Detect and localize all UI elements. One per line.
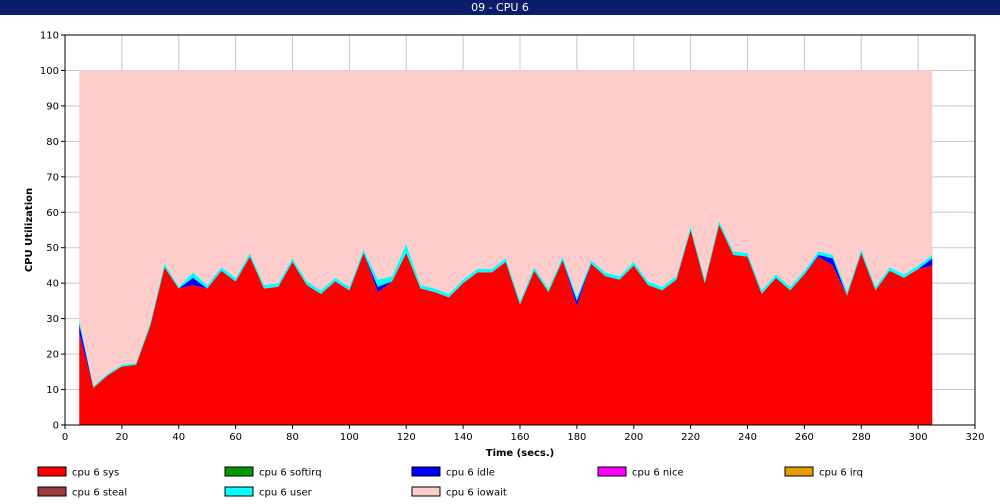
axis-ticks: 0 20 40 60 80 100 120 140 160 180 200 220 240 260 280 3… [40,31,985,444]
legend-swatch-4 [784,466,814,477]
legend-label-1: cpu 6 softirq [259,468,322,479]
y-tick-label-6: 60 [46,208,59,219]
x-tick-label-14: 280 [852,432,871,443]
legend-label-3: cpu 6 nice [632,468,684,479]
x-tick-label-16: 320 [965,432,984,443]
y-tick-label-9: 90 [46,101,59,112]
y-tick-label-7: 70 [46,172,59,183]
series-area-7 [79,70,933,386]
x-tick-label-0: 0 [62,432,68,443]
x-tick-label-8: 160 [510,432,529,443]
cpu-utilization-chart: 0 20 40 60 80 100 120 140 160 180 200 220 240 260 280 3… [24,31,985,499]
y-tick-label-1: 10 [46,385,59,396]
series-area-0 [79,224,933,425]
legend: cpu 6 sys cpu 6 softirq cpu 6 idle cpu 6 ni… [37,466,863,499]
y-tick-label-11: 110 [40,31,59,42]
x-tick-label-5: 100 [340,432,359,443]
x-tick-label-10: 200 [624,432,643,443]
legend-swatch-7 [411,486,441,497]
x-tick-label-2: 40 [172,432,185,443]
legend-label-4: cpu 6 irq [819,468,863,479]
legend-swatch-3 [597,466,627,477]
x-tick-label-11: 220 [681,432,700,443]
legend-label-2: cpu 6 idle [446,468,495,479]
legend-label-6: cpu 6 user [259,488,313,499]
y-axis-label: CPU Utilization [24,188,35,272]
x-tick-label-13: 260 [795,432,814,443]
y-tick-label-3: 30 [46,314,59,325]
y-tick-label-5: 50 [46,243,59,254]
legend-swatch-5 [37,486,67,497]
x-tick-label-7: 140 [454,432,473,443]
x-tick-label-12: 240 [738,432,757,443]
legend-label-5: cpu 6 steal [72,488,127,499]
legend-label-0: cpu 6 sys [72,468,119,479]
x-tick-label-4: 80 [286,432,299,443]
y-tick-label-4: 40 [46,279,59,290]
x-tick-label-15: 300 [909,432,928,443]
legend-swatch-6 [224,486,254,497]
y-tick-label-0: 0 [53,421,59,432]
legend-label-7: cpu 6 iowait [446,488,507,499]
x-tick-label-6: 120 [397,432,416,443]
legend-swatch-2 [411,466,441,477]
x-axis-label: Time (secs.) [486,448,555,459]
x-tick-label-9: 180 [567,432,586,443]
legend-swatch-0 [37,466,67,477]
window-title: 09 - CPU 6 [0,0,1000,15]
y-tick-label-10: 100 [40,66,59,77]
stacked-areas [79,70,933,425]
y-tick-label-2: 20 [46,350,59,361]
legend-swatch-1 [224,466,254,477]
y-tick-label-8: 80 [46,137,59,148]
x-tick-label-1: 20 [116,432,129,443]
x-tick-label-3: 60 [229,432,242,443]
